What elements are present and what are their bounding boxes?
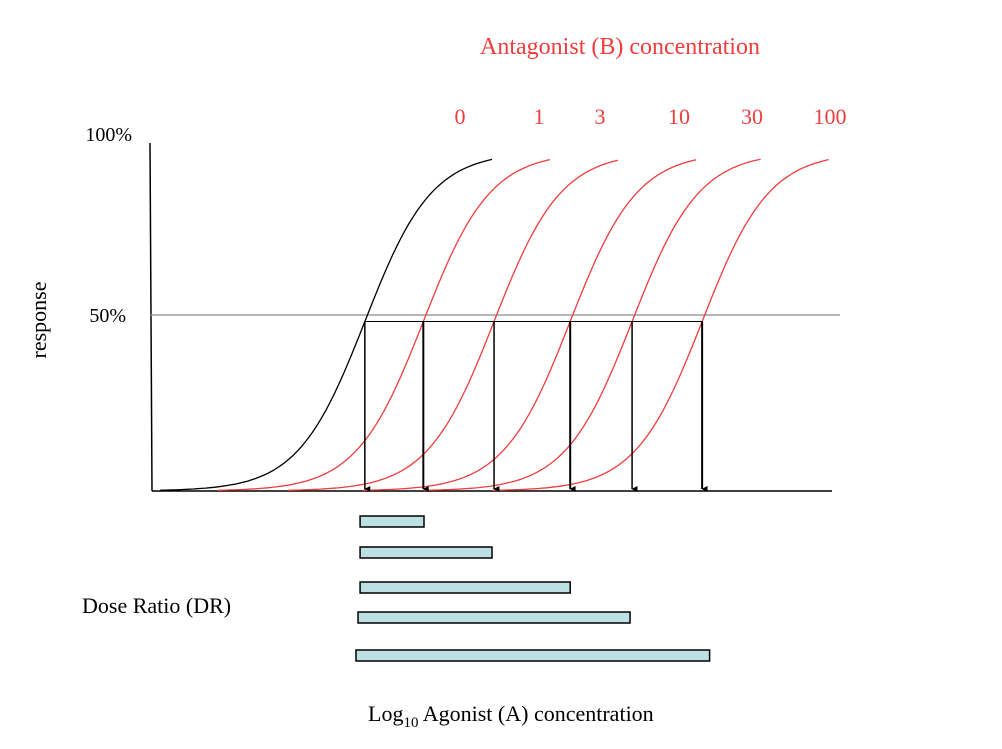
- y-tick-label-100: 100%: [85, 124, 132, 146]
- legend: 0 1 3 10 30 100: [455, 104, 847, 129]
- x-axis-label-subscript: 10: [403, 715, 418, 731]
- legend-label-1: 1: [534, 104, 545, 129]
- dose-ratio-bar-10: [359, 581, 571, 594]
- x-axis-label: Log10 Agonist (A) concentration: [368, 701, 654, 731]
- curve-antagonist-1: [217, 158, 550, 491]
- y-axis-label: response: [26, 282, 51, 359]
- dose-ratio-label: Dose Ratio (DR): [82, 593, 231, 618]
- legend-label-100: 100: [814, 104, 847, 129]
- x-axis-label-rest: Agonist (A) concentration: [418, 701, 653, 726]
- y-tick-label-50: 50%: [89, 305, 126, 327]
- dose-ratio-bar-30: [357, 611, 631, 624]
- chart-title: Antagonist (B) concentration: [480, 34, 760, 60]
- dose-ratio-bar-1: [359, 515, 425, 528]
- curve-antagonist-30: [423, 158, 761, 491]
- arrows-group: [364, 321, 708, 492]
- legend-label-0: 0: [455, 104, 466, 129]
- legend-label-10: 10: [668, 104, 690, 129]
- dose-ratio-bar-100: [355, 649, 711, 662]
- curve-antagonist-10: [362, 159, 697, 491]
- dose-ratio-bars: [355, 515, 711, 662]
- x-axis-label-log: Log: [368, 701, 403, 726]
- curve-antagonist-0: [160, 158, 493, 491]
- y-axis: [149, 142, 153, 492]
- legend-label-3: 3: [595, 104, 606, 129]
- legend-label-30: 30: [741, 104, 763, 129]
- dose-ratio-bar-3: [359, 546, 493, 559]
- curve-antagonist-100: [491, 158, 829, 492]
- curves-group: [160, 158, 829, 492]
- curve-antagonist-3: [287, 159, 618, 491]
